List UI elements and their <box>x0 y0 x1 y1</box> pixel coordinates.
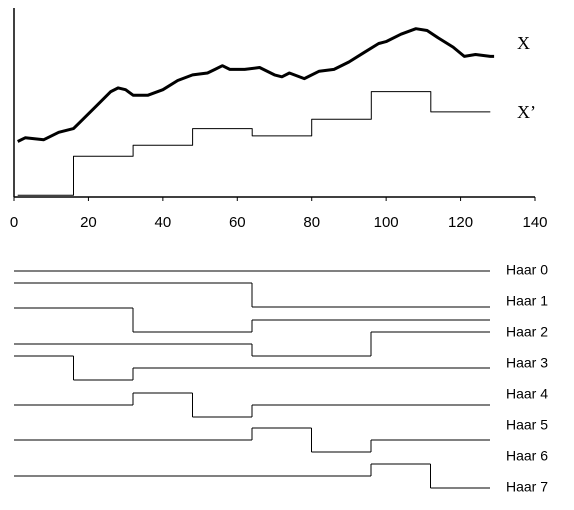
series-label: Haar 3 <box>506 355 548 371</box>
series-label: Haar 1 <box>506 293 548 309</box>
data-line <box>17 27 495 143</box>
series-label: Haar 0 <box>506 262 548 278</box>
series-label: Haar 2 <box>506 324 548 340</box>
series-label: X’ <box>517 102 536 122</box>
series-label: Haar 5 <box>506 417 548 433</box>
x-tick-label: 100 <box>374 214 399 231</box>
x-tick-label: 140 <box>522 214 547 231</box>
series-label: X <box>517 33 530 53</box>
x-tick-label: 40 <box>155 214 172 231</box>
series-label: Haar 4 <box>506 386 548 402</box>
x-tick-label: 0 <box>10 214 18 231</box>
x-tick-label: 20 <box>80 214 97 231</box>
x-tick-label: 80 <box>303 214 320 231</box>
x-tick-label: 120 <box>448 214 473 231</box>
series-label: Haar 6 <box>506 448 548 464</box>
data-line <box>17 91 491 196</box>
series-label: Haar 7 <box>506 479 548 495</box>
x-tick-label: 60 <box>229 214 246 231</box>
